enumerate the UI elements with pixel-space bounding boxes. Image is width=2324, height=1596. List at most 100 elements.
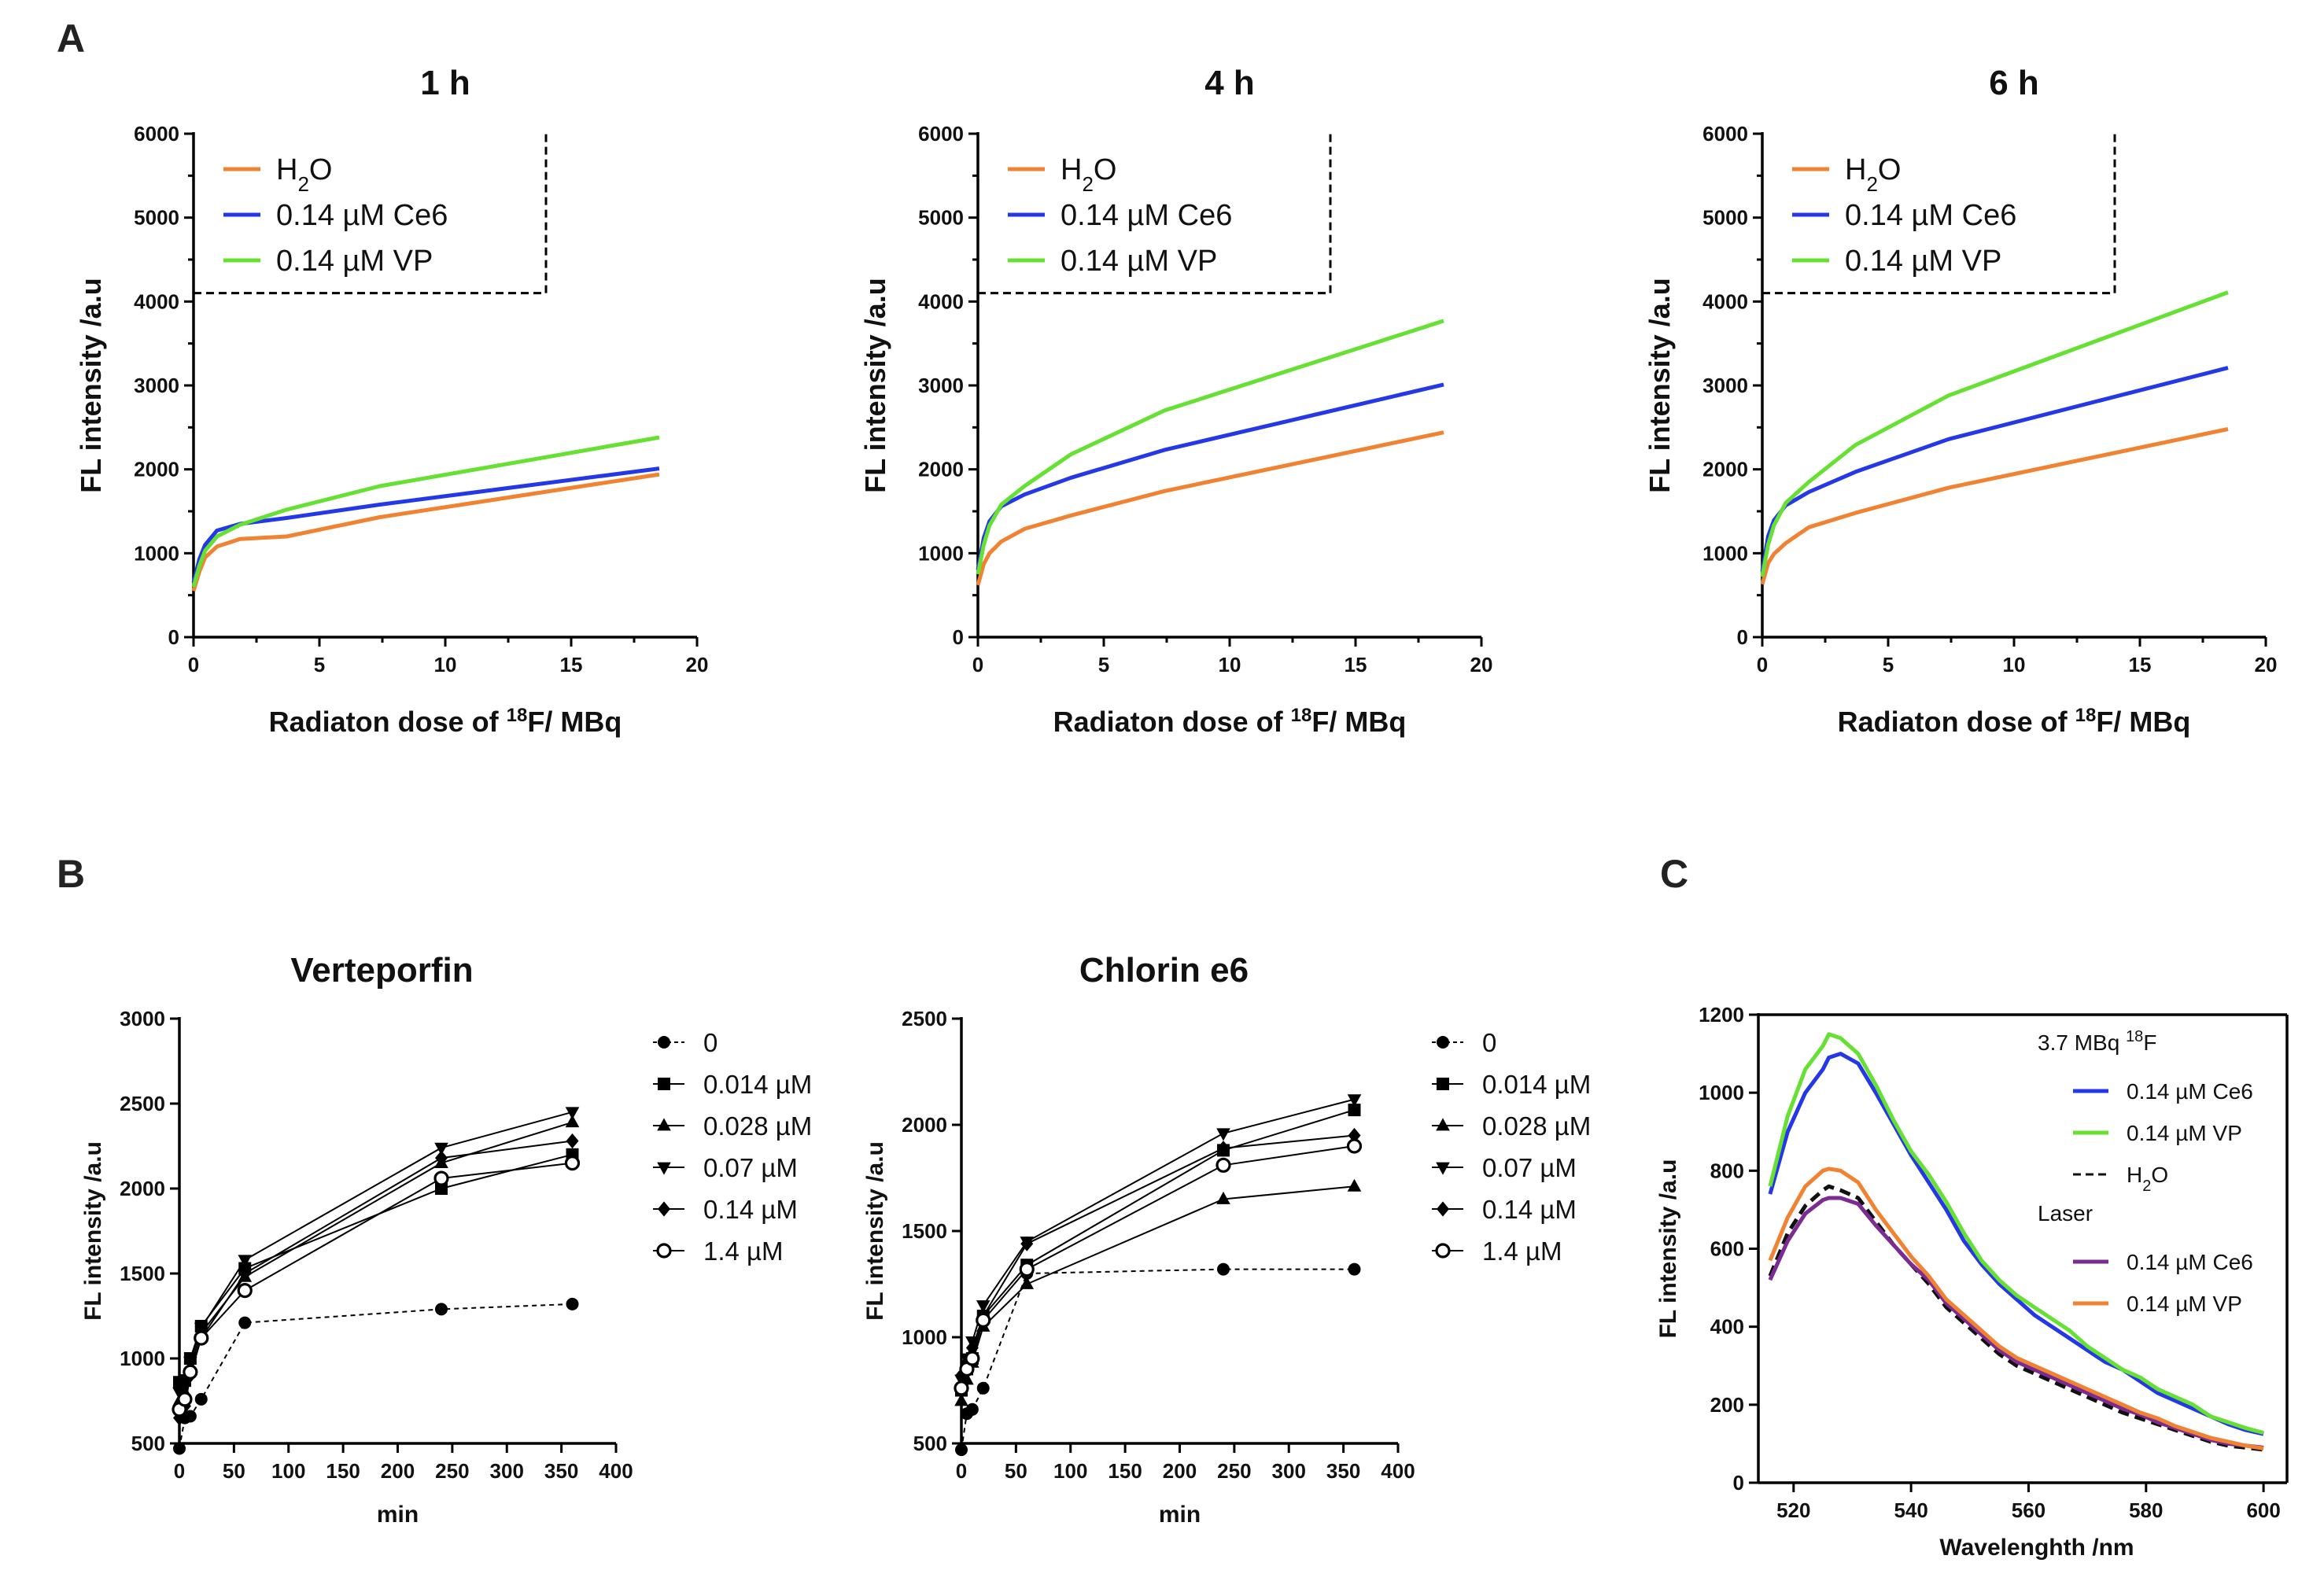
y-tick-label: 500 — [913, 1432, 947, 1455]
y-tick-label: 200 — [1710, 1393, 1744, 1417]
chart-title: 6 h — [1989, 64, 2039, 102]
data-point — [237, 1282, 253, 1299]
x-tick-label: 50 — [223, 1459, 245, 1483]
legend-marker — [658, 1201, 670, 1217]
legend-box — [978, 134, 1332, 295]
legend-label: 0.14 µM Ce6 — [276, 199, 448, 232]
legend-marker — [656, 1243, 672, 1259]
data-point — [194, 1392, 208, 1406]
legend-label: 0.028 µM — [1482, 1111, 1591, 1141]
legend-label: 0.14 µM Ce6 — [1061, 199, 1232, 232]
series-line-0-14-um-ce6 — [976, 382, 1444, 571]
series-line-0-14-um — [961, 1134, 1355, 1376]
y-tick-label: 4000 — [918, 289, 964, 313]
y-tick-label: 3000 — [1702, 374, 1748, 397]
data-point — [955, 1443, 968, 1457]
y-tick-label: 800 — [1710, 1159, 1744, 1182]
x-tick-label: 100 — [1053, 1459, 1087, 1483]
legend-label: 0.14 µM — [703, 1195, 798, 1224]
x-tick-label: 15 — [2129, 653, 2152, 676]
legend-label: 0.14 µM Ce6 — [1845, 199, 2016, 232]
x-tick-label: 400 — [599, 1459, 633, 1483]
data-point — [564, 1155, 581, 1171]
legend-box — [194, 134, 548, 295]
legend-marker — [657, 1162, 671, 1175]
series-line-0-028-um — [179, 1121, 573, 1402]
data-point — [1019, 1261, 1035, 1277]
x-tick-label: 100 — [271, 1459, 305, 1483]
legend-label: 0.14 µM VP — [2127, 1121, 2242, 1145]
y-tick-label: 2000 — [918, 458, 964, 481]
data-point — [183, 1364, 198, 1380]
legend-label: 1.4 µM — [703, 1237, 784, 1266]
x-tick-label: 0 — [1757, 653, 1768, 676]
x-tick-label: 300 — [490, 1459, 524, 1483]
y-axis-label: FL intensity /a.u — [862, 1141, 888, 1321]
data-point — [566, 1133, 579, 1149]
y-tick-label: 1000 — [1699, 1081, 1744, 1104]
x-tick-label: 0 — [956, 1459, 967, 1483]
series-line-h2o — [1760, 427, 2229, 585]
x-axis-label: min — [1159, 1502, 1201, 1528]
data-point — [1348, 1127, 1361, 1144]
legend-label: 0 — [1482, 1028, 1496, 1057]
legend-label: 0.14 µM Ce6 — [2127, 1079, 2253, 1104]
chart-title: 1 h — [420, 64, 470, 102]
y-tick-label: 5000 — [134, 206, 179, 230]
data-point — [435, 1182, 448, 1195]
x-tick-label: 250 — [1217, 1459, 1251, 1483]
legend-label: 0.028 µM — [703, 1111, 812, 1141]
x-tick-label: 10 — [434, 653, 457, 676]
x-tick-label: 350 — [1326, 1459, 1360, 1483]
data-point — [1217, 1262, 1230, 1276]
legend-marker — [658, 1036, 670, 1049]
y-tick-label: 2000 — [902, 1113, 947, 1137]
y-axis-label: FL intensity /a.u — [75, 278, 107, 492]
legend-marker — [1435, 1243, 1451, 1259]
y-axis-label: FL intensity /a.u — [859, 278, 891, 492]
series-line-f18-0-14-um-ce6 — [1768, 1052, 2264, 1436]
legend-label: H2O — [2127, 1163, 2168, 1195]
chart-4h: 4 h 0 1000 2000 3000 4000 5000 6000 0 5 10 15 20 FL i… — [859, 64, 1492, 738]
x-tick-label: 0 — [188, 653, 199, 676]
y-tick-label: 2500 — [120, 1092, 165, 1115]
data-point — [1020, 1276, 1035, 1289]
data-point — [1348, 1262, 1361, 1276]
x-axis-label: Radiaton dose of 18F/ MBq — [269, 705, 622, 739]
legend-label: 0.07 µM — [1482, 1153, 1577, 1182]
data-point — [194, 1330, 209, 1346]
y-tick-label: 3000 — [134, 374, 179, 397]
x-tick-label: 20 — [2255, 653, 2278, 676]
legend-marker — [1437, 1201, 1449, 1217]
x-tick-label: 15 — [560, 653, 583, 676]
legend-label: H2O — [1845, 153, 1901, 196]
y-tick-label: 2000 — [134, 458, 179, 481]
x-axis-label: Radiaton dose of 18F/ MBq — [1053, 705, 1407, 739]
data-point — [1216, 1191, 1230, 1204]
data-point — [1346, 1138, 1363, 1154]
chart-title: 4 h — [1204, 64, 1255, 102]
data-point — [238, 1255, 253, 1268]
chart-6h: 6 h 0 1000 2000 3000 4000 5000 6000 0 5 10 15 20 FL i… — [1643, 64, 2277, 738]
legend-label: 0.14 µM VP — [2127, 1292, 2242, 1316]
data-point — [954, 1393, 968, 1406]
legend-label: 0.14 µM VP — [1061, 245, 1217, 278]
chart-1h: 1 h 0 1000 2000 3000 4000 5000 6000 0 5 10 15 20 FL i… — [75, 64, 708, 738]
x-tick-label: 5 — [1098, 653, 1109, 676]
x-axis-label: Radiaton dose of 18F/ MBq — [1838, 705, 2191, 739]
y-axis-label: FL intensity /a.u — [1655, 1159, 1681, 1339]
data-point — [565, 1115, 580, 1128]
y-tick-label: 4000 — [134, 289, 179, 313]
x-tick-label: 600 — [2246, 1498, 2280, 1522]
y-tick-label: 1000 — [902, 1325, 947, 1349]
series-line-0-14-um-vp — [976, 319, 1444, 575]
series-line-laser-0-14-um-vp — [1768, 1167, 2264, 1450]
legend-label: 0.14 µM VP — [276, 245, 433, 278]
y-tick-label: 3000 — [120, 1007, 165, 1030]
y-tick-label: 6000 — [918, 122, 964, 146]
data-point — [435, 1150, 448, 1166]
legend-group-header: 3.7 MBq 18F — [2038, 1028, 2156, 1055]
data-point — [433, 1170, 449, 1186]
